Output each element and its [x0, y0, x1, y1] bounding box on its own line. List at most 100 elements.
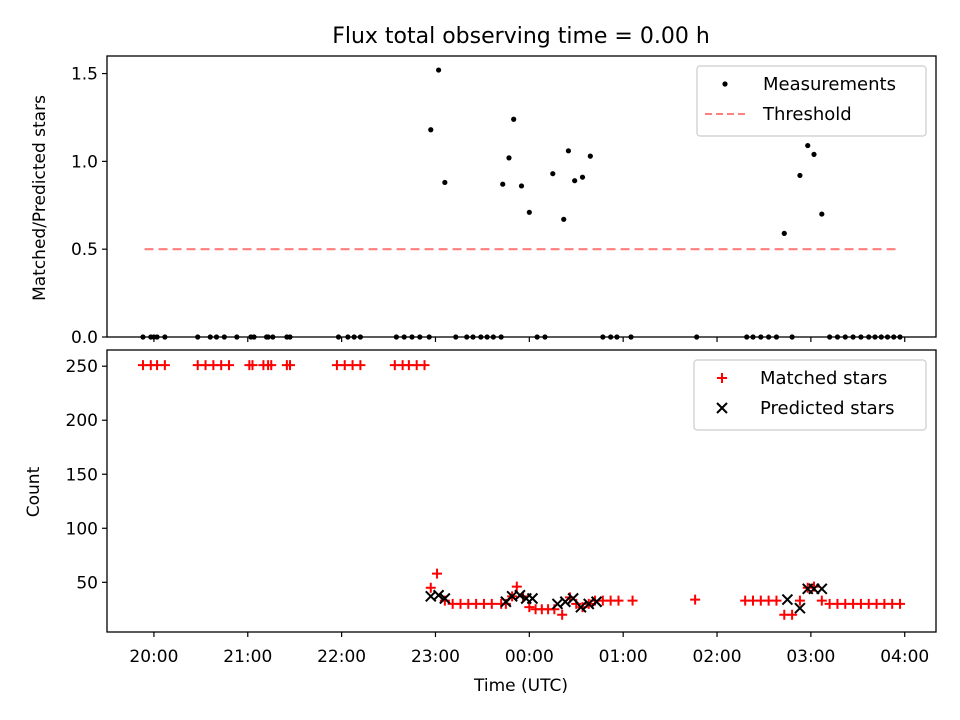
measurement-point — [797, 172, 803, 179]
measurement-point — [265, 334, 271, 340]
predicted-star-point — [816, 583, 828, 595]
measurement-point — [766, 334, 772, 340]
measurement-point — [744, 334, 750, 340]
legend-marker-swatch — [716, 402, 728, 414]
measurement-point — [335, 334, 342, 340]
measurement-point — [781, 230, 787, 236]
measurement-point — [498, 334, 504, 340]
top-y-axis-label: Matched/Predicted stars — [30, 95, 50, 301]
legend-label: Matched stars — [760, 368, 887, 389]
measurement-point — [550, 171, 556, 177]
measurement-point — [442, 179, 448, 186]
measurement-point — [614, 334, 620, 340]
measurement-point — [891, 334, 897, 340]
matched-star-point — [432, 568, 443, 579]
measurement-point — [470, 334, 476, 340]
measurement-point — [464, 334, 470, 340]
measurement-point — [534, 334, 540, 340]
measurement-point — [518, 183, 525, 189]
predicted-star-point — [781, 593, 794, 606]
bottom-axes-frame — [106, 349, 937, 633]
bottom-y-axis-label: Count — [24, 466, 44, 517]
matched-star-point — [816, 595, 827, 606]
measurement-point — [565, 148, 572, 154]
top-axes-frame — [106, 55, 937, 338]
matched-star-point — [771, 595, 782, 606]
matched-star-point — [613, 595, 624, 606]
predicted-star-point — [575, 601, 587, 613]
measurement-point — [819, 211, 825, 217]
x-tick-label: 01:00 — [599, 647, 648, 667]
measurement-point — [542, 334, 548, 340]
measurement-point — [195, 334, 201, 340]
measurement-point — [811, 151, 817, 157]
legend-label: Predicted stars — [760, 398, 894, 419]
measurement-point — [884, 334, 891, 340]
measurement-point — [572, 178, 578, 184]
legend-label: Threshold — [762, 104, 852, 125]
measurement-point — [234, 334, 240, 340]
bottom-plot-area — [137, 360, 906, 620]
y-tick-label: 1.0 — [71, 152, 98, 172]
y-tick-label: 100 — [66, 519, 98, 539]
measurement-point — [878, 334, 884, 340]
matched-star-point — [425, 582, 436, 593]
measurement-point — [789, 334, 795, 340]
x-tick-label: 21:00 — [223, 647, 272, 667]
legend-label: Measurements — [763, 74, 896, 95]
matched-star-point — [419, 360, 430, 371]
measurement-point — [251, 334, 257, 340]
measurement-point — [417, 334, 423, 340]
measurement-point — [351, 334, 357, 340]
measurement-point — [628, 334, 634, 340]
measurement-point — [453, 334, 459, 340]
x-tick-label: 02:00 — [693, 647, 742, 667]
matched-star-point — [557, 609, 568, 620]
x-tick-label: 00:00 — [505, 647, 554, 667]
measurement-point — [694, 334, 700, 340]
measurement-point — [758, 334, 764, 340]
y-tick-label: 250 — [66, 357, 98, 377]
measurement-point — [490, 334, 496, 340]
measurement-point — [805, 142, 811, 149]
y-tick-label: 0.5 — [71, 240, 98, 260]
matched-star-point — [159, 360, 170, 371]
matched-star-point — [355, 360, 366, 371]
measurement-point — [773, 334, 780, 340]
top-plot-area — [140, 67, 903, 340]
measurement-point — [409, 334, 415, 340]
measurement-point — [750, 334, 756, 340]
matched-star-point — [895, 598, 906, 609]
matched-star-point — [266, 360, 277, 371]
measurement-point — [827, 334, 833, 340]
measurement-point — [162, 334, 168, 340]
matched-star-point — [285, 360, 296, 371]
x-tick-label: 04:00 — [880, 647, 929, 667]
measurement-point — [428, 127, 434, 133]
measurement-point — [140, 334, 146, 340]
measurement-point — [872, 334, 878, 340]
bottom-legend: Matched stars Predicted stars — [693, 359, 927, 431]
measurement-point — [154, 334, 160, 340]
measurement-point — [221, 334, 227, 340]
legend-marker-swatch — [717, 373, 727, 383]
measurement-point — [579, 174, 586, 180]
measurement-point — [561, 216, 567, 222]
matched-star-point — [794, 595, 805, 606]
measurement-point — [897, 334, 903, 340]
top-legend: Measurements Threshold — [696, 65, 927, 137]
measurement-point — [213, 334, 220, 340]
x-tick-label: 22:00 — [317, 647, 366, 667]
predicted-star-point — [432, 589, 445, 601]
matched-star-point — [247, 360, 258, 371]
x-tick-label: 23:00 — [411, 647, 460, 667]
predicted-star-point — [439, 592, 451, 605]
matched-star-point — [224, 360, 235, 371]
top-panel: 0.0 0.5 1.0 1.5 Matched/Predicted stars Mea… — [30, 55, 937, 348]
matched-star-point — [627, 595, 638, 606]
matched-star-point — [511, 581, 522, 592]
measurement-point — [484, 334, 490, 340]
measurement-point — [587, 153, 593, 159]
measurement-point — [858, 334, 864, 340]
